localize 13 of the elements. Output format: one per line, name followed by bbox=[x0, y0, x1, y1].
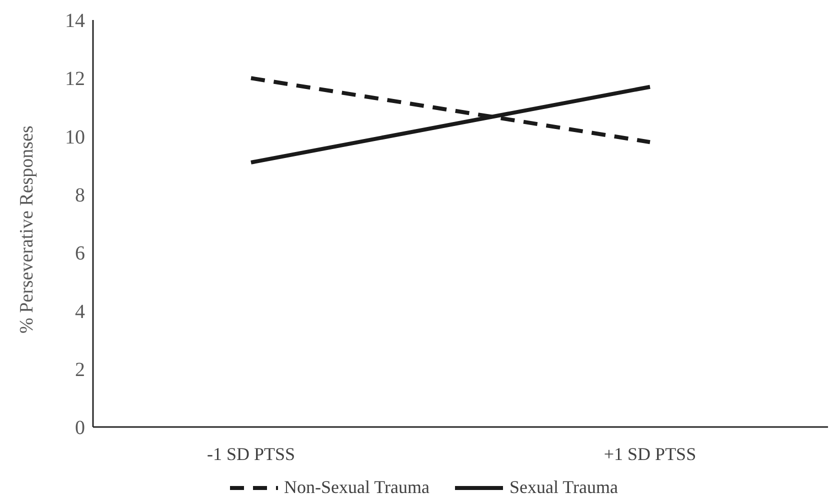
legend-label: Non-Sexual Trauma bbox=[282, 477, 430, 498]
x-tick-label: +1 SD PTSS bbox=[604, 444, 696, 464]
y-tick-label: 12 bbox=[65, 68, 85, 90]
y-tick-label: 14 bbox=[65, 10, 85, 32]
legend-label: Sexual Trauma bbox=[508, 477, 618, 498]
y-axis-title: % Perseverative Responses bbox=[16, 126, 38, 334]
y-tick-label: 2 bbox=[75, 358, 85, 381]
y-tick-label: 10 bbox=[65, 126, 85, 148]
y-tick-label: 0 bbox=[75, 417, 85, 440]
y-tick-label: 4 bbox=[75, 300, 85, 323]
y-tick-label: 6 bbox=[75, 242, 85, 265]
y-tick-label: 8 bbox=[75, 184, 85, 207]
x-tick-label: -1 SD PTSS bbox=[206, 444, 296, 464]
